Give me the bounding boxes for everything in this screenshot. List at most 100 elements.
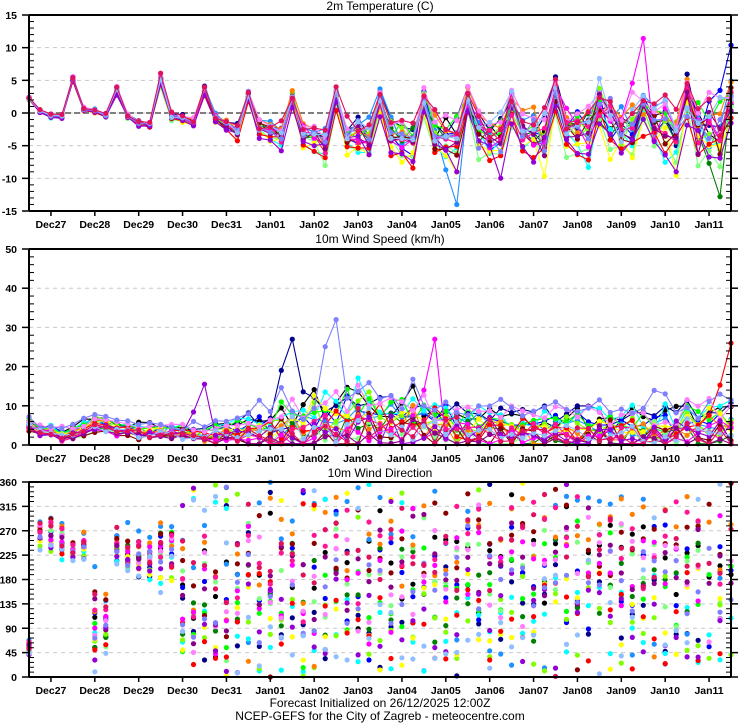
data-point — [147, 534, 153, 540]
wind-direction-title: 10m Wind Direction — [328, 466, 433, 480]
data-point — [180, 538, 186, 544]
data-point — [487, 553, 493, 559]
data-point — [541, 433, 548, 439]
data-point — [70, 554, 76, 560]
data-point — [92, 620, 98, 627]
data-point — [673, 651, 679, 658]
data-point — [662, 116, 668, 122]
data-point — [190, 649, 197, 656]
data-point — [596, 121, 603, 127]
data-point — [454, 152, 460, 158]
data-point — [651, 601, 657, 607]
data-point — [212, 648, 219, 654]
data-point — [136, 528, 142, 534]
data-point — [476, 621, 482, 627]
data-point — [322, 611, 328, 618]
data-point — [487, 541, 493, 547]
data-point — [552, 580, 559, 586]
data-point — [717, 596, 723, 602]
data-point — [114, 561, 120, 567]
data-point — [125, 568, 131, 574]
data-point — [234, 561, 240, 567]
data-point — [498, 175, 504, 181]
data-point — [388, 655, 394, 662]
data-point — [706, 580, 712, 586]
data-point — [234, 605, 240, 611]
data-point — [684, 397, 690, 403]
data-point — [421, 100, 427, 106]
data-point — [662, 92, 668, 98]
data-point — [366, 519, 372, 525]
data-point — [223, 423, 229, 429]
data-point — [487, 591, 493, 597]
data-point — [498, 593, 504, 599]
data-point — [212, 499, 219, 505]
data-point — [607, 422, 613, 428]
data-point — [399, 125, 405, 131]
data-point — [399, 145, 405, 151]
data-point — [377, 667, 383, 673]
data-point — [596, 532, 603, 538]
data-point — [421, 562, 427, 568]
data-point — [267, 417, 273, 423]
data-point — [695, 430, 701, 436]
data-point — [487, 638, 493, 644]
data-point — [366, 389, 372, 395]
data-point — [541, 557, 548, 563]
data-point — [662, 661, 668, 667]
data-point — [629, 551, 635, 557]
data-point — [48, 519, 54, 525]
data-point — [563, 432, 570, 438]
data-point — [278, 426, 284, 432]
forecast-init-text: Forecast Initialized on 26/12/2025 12:00… — [270, 696, 491, 710]
data-point — [520, 435, 526, 441]
data-point — [432, 430, 438, 436]
data-point — [333, 84, 339, 90]
x-tick-label: Jan01 — [255, 219, 285, 231]
data-point — [322, 162, 328, 169]
data-point — [552, 562, 559, 568]
data-point — [399, 500, 405, 506]
data-point — [618, 437, 624, 444]
data-point — [596, 101, 603, 107]
data-point — [498, 555, 504, 561]
data-point — [421, 109, 427, 115]
data-point — [487, 157, 493, 164]
data-point — [256, 640, 262, 646]
data-point — [234, 633, 240, 639]
data-point — [59, 435, 65, 441]
data-point — [311, 628, 317, 634]
data-point — [366, 122, 372, 128]
data-point — [81, 105, 87, 112]
data-point — [541, 148, 548, 154]
series-darkviolet — [26, 481, 723, 676]
data-point — [574, 589, 581, 596]
data-point — [311, 564, 317, 570]
data-point — [278, 367, 284, 373]
data-point — [344, 507, 350, 513]
data-point — [234, 438, 240, 444]
data-point — [706, 423, 712, 429]
data-point — [629, 410, 635, 416]
data-point — [618, 555, 624, 562]
data-point — [695, 643, 701, 649]
data-point — [454, 587, 460, 594]
data-point — [278, 118, 284, 124]
data-point — [377, 545, 383, 551]
data-point — [180, 113, 186, 119]
data-point — [717, 657, 723, 663]
data-point — [322, 656, 328, 662]
data-point — [487, 127, 493, 133]
data-point — [563, 126, 570, 132]
data-point — [212, 620, 219, 626]
data-point — [322, 434, 328, 440]
data-point — [673, 425, 679, 431]
data-point — [684, 550, 690, 556]
data-point — [640, 35, 646, 42]
data-point — [640, 112, 646, 118]
data-point — [695, 562, 701, 568]
data-point — [706, 655, 712, 661]
data-point — [618, 417, 624, 423]
x-tick-label: Jan10 — [650, 219, 680, 231]
data-point — [673, 499, 679, 505]
